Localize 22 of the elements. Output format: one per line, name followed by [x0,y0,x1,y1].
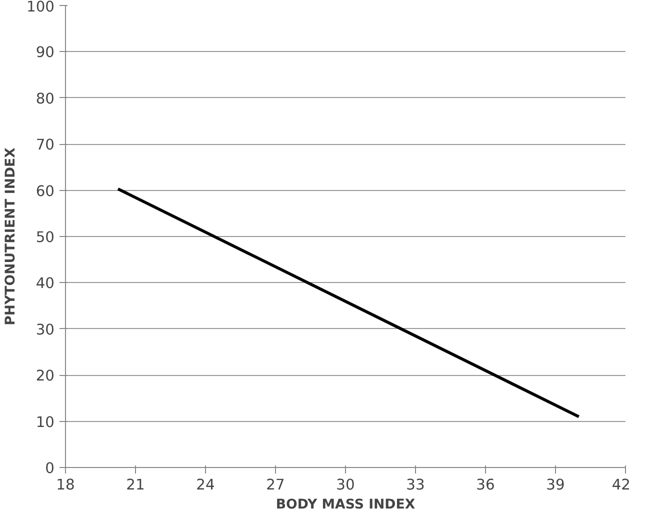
y-tick-label: 70 [36,136,55,154]
x-tick-label: 18 [56,476,75,494]
x-tick-label: 24 [196,476,215,494]
y-tick-label: 90 [36,44,55,62]
y-tick-label: 30 [36,321,55,338]
x-tick-label: 33 [406,476,425,494]
y-tick-label: 50 [36,229,55,246]
x-tick-label: 39 [546,476,565,494]
y-tick-label: 60 [36,182,55,200]
y-axis-title: PHYTONUTRIENT INDEX [4,146,19,326]
x-tick-label: 36 [476,476,495,494]
x-tick-label: 21 [126,476,145,494]
x-tick-label: 27 [266,476,285,494]
x-tick-label: 42 [612,476,631,494]
y-tick-label: 10 [36,414,55,431]
x-axis-title: BODY MASS INDEX [276,498,416,512]
x-tick-label: 30 [336,476,355,494]
y-tick-label: 100 [26,0,55,16]
y-tick-label: 80 [36,90,55,108]
y-tick-label: 0 [45,460,55,477]
y-tick-label: 40 [36,275,55,292]
y-tick-label: 20 [36,368,55,385]
